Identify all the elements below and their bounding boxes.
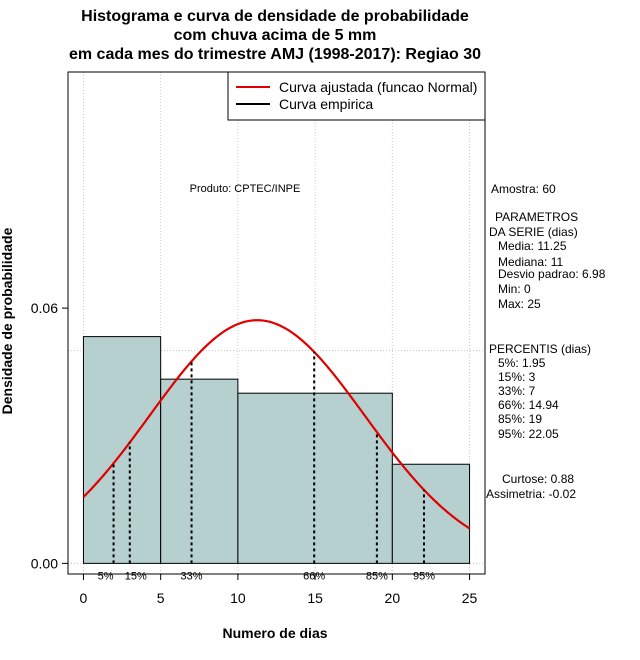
stat-p5: 5%: 1.95 bbox=[498, 356, 546, 370]
stat-mediana: Mediana: 11 bbox=[498, 255, 563, 269]
percentile-label: 66% bbox=[303, 570, 325, 582]
stat-p66: 66%: 14.94 bbox=[498, 398, 559, 412]
histogram-bar bbox=[82, 336, 162, 564]
stat-params-header-1: PARAMETROS bbox=[495, 210, 578, 224]
percentile-label: 33% bbox=[181, 570, 203, 582]
x-tick-label: 20 bbox=[385, 590, 401, 606]
stat-desvio: Desvio padrao: 6.98 bbox=[498, 267, 606, 281]
chart-title-line-2: com chuva acima de 5 mm bbox=[174, 27, 377, 44]
stat-percentile-header: PERCENTIS (dias) bbox=[489, 342, 591, 356]
y-tick-label: 0.00 bbox=[31, 555, 58, 571]
x-tick-label: 5 bbox=[157, 590, 165, 606]
y-axis-label: Densidade de probabilidade bbox=[0, 227, 15, 414]
histogram-bar bbox=[160, 378, 239, 564]
stat-p33: 33%: 7 bbox=[498, 384, 536, 398]
stat-p85: 85%: 19 bbox=[498, 412, 542, 426]
stat-max: Max: 25 bbox=[498, 297, 541, 311]
percentile-label: 95% bbox=[413, 570, 435, 582]
percentile-label: 15% bbox=[125, 570, 147, 582]
histogram-bar bbox=[391, 463, 471, 564]
stat-min: Min: 0 bbox=[498, 282, 531, 296]
histogram-bars bbox=[82, 336, 471, 564]
stat-media: Media: 11.25 bbox=[498, 239, 567, 253]
x-tick-label: 25 bbox=[462, 590, 478, 606]
chart-title-line-3: em cada mes do trimestre AMJ (1998-2017)… bbox=[69, 46, 481, 63]
axis-ticks: 0 5 10 15 20 25 0.00 0.06 bbox=[31, 300, 478, 606]
legend-box bbox=[227, 71, 486, 121]
percentile-lines: 5% 15% 33% 66% 85% 95% bbox=[98, 351, 435, 582]
stat-sample: Amostra: 60 bbox=[491, 182, 556, 196]
percentile-label: 85% bbox=[366, 570, 388, 582]
stat-assimetria: Assimetria: -0.02 bbox=[486, 487, 576, 501]
chart-title-line-1: Histograma e curva de densidade de proba… bbox=[81, 8, 469, 25]
percentile-label: 5% bbox=[98, 570, 114, 582]
legend: Curva ajustada (funcao Normal) Curva emp… bbox=[227, 71, 486, 121]
stat-p95: 95%: 22.05 bbox=[498, 427, 559, 441]
x-tick-label: 10 bbox=[230, 590, 246, 606]
x-tick-label: 0 bbox=[80, 590, 88, 606]
normal-fit-curve bbox=[82, 319, 471, 530]
stat-curtose: Curtose: 0.88 bbox=[502, 472, 574, 486]
stat-params-header-2: DA SERIE (dias) bbox=[489, 225, 578, 239]
legend-label-empirical: Curva empirica bbox=[279, 96, 373, 112]
x-axis-label: Numero de dias bbox=[222, 625, 327, 641]
legend-label-fit: Curva ajustada (funcao Normal) bbox=[279, 79, 477, 95]
statistics-panel: Amostra: 60 PARAMETROS DA SERIE (dias) M… bbox=[486, 182, 606, 501]
x-tick-label: 15 bbox=[307, 590, 323, 606]
product-annotation: Produto: CPTEC/INPE bbox=[190, 183, 301, 195]
fit-curve-layer bbox=[82, 319, 471, 530]
y-tick-label: 0.06 bbox=[31, 300, 58, 316]
stat-p15: 15%: 3 bbox=[498, 370, 536, 384]
